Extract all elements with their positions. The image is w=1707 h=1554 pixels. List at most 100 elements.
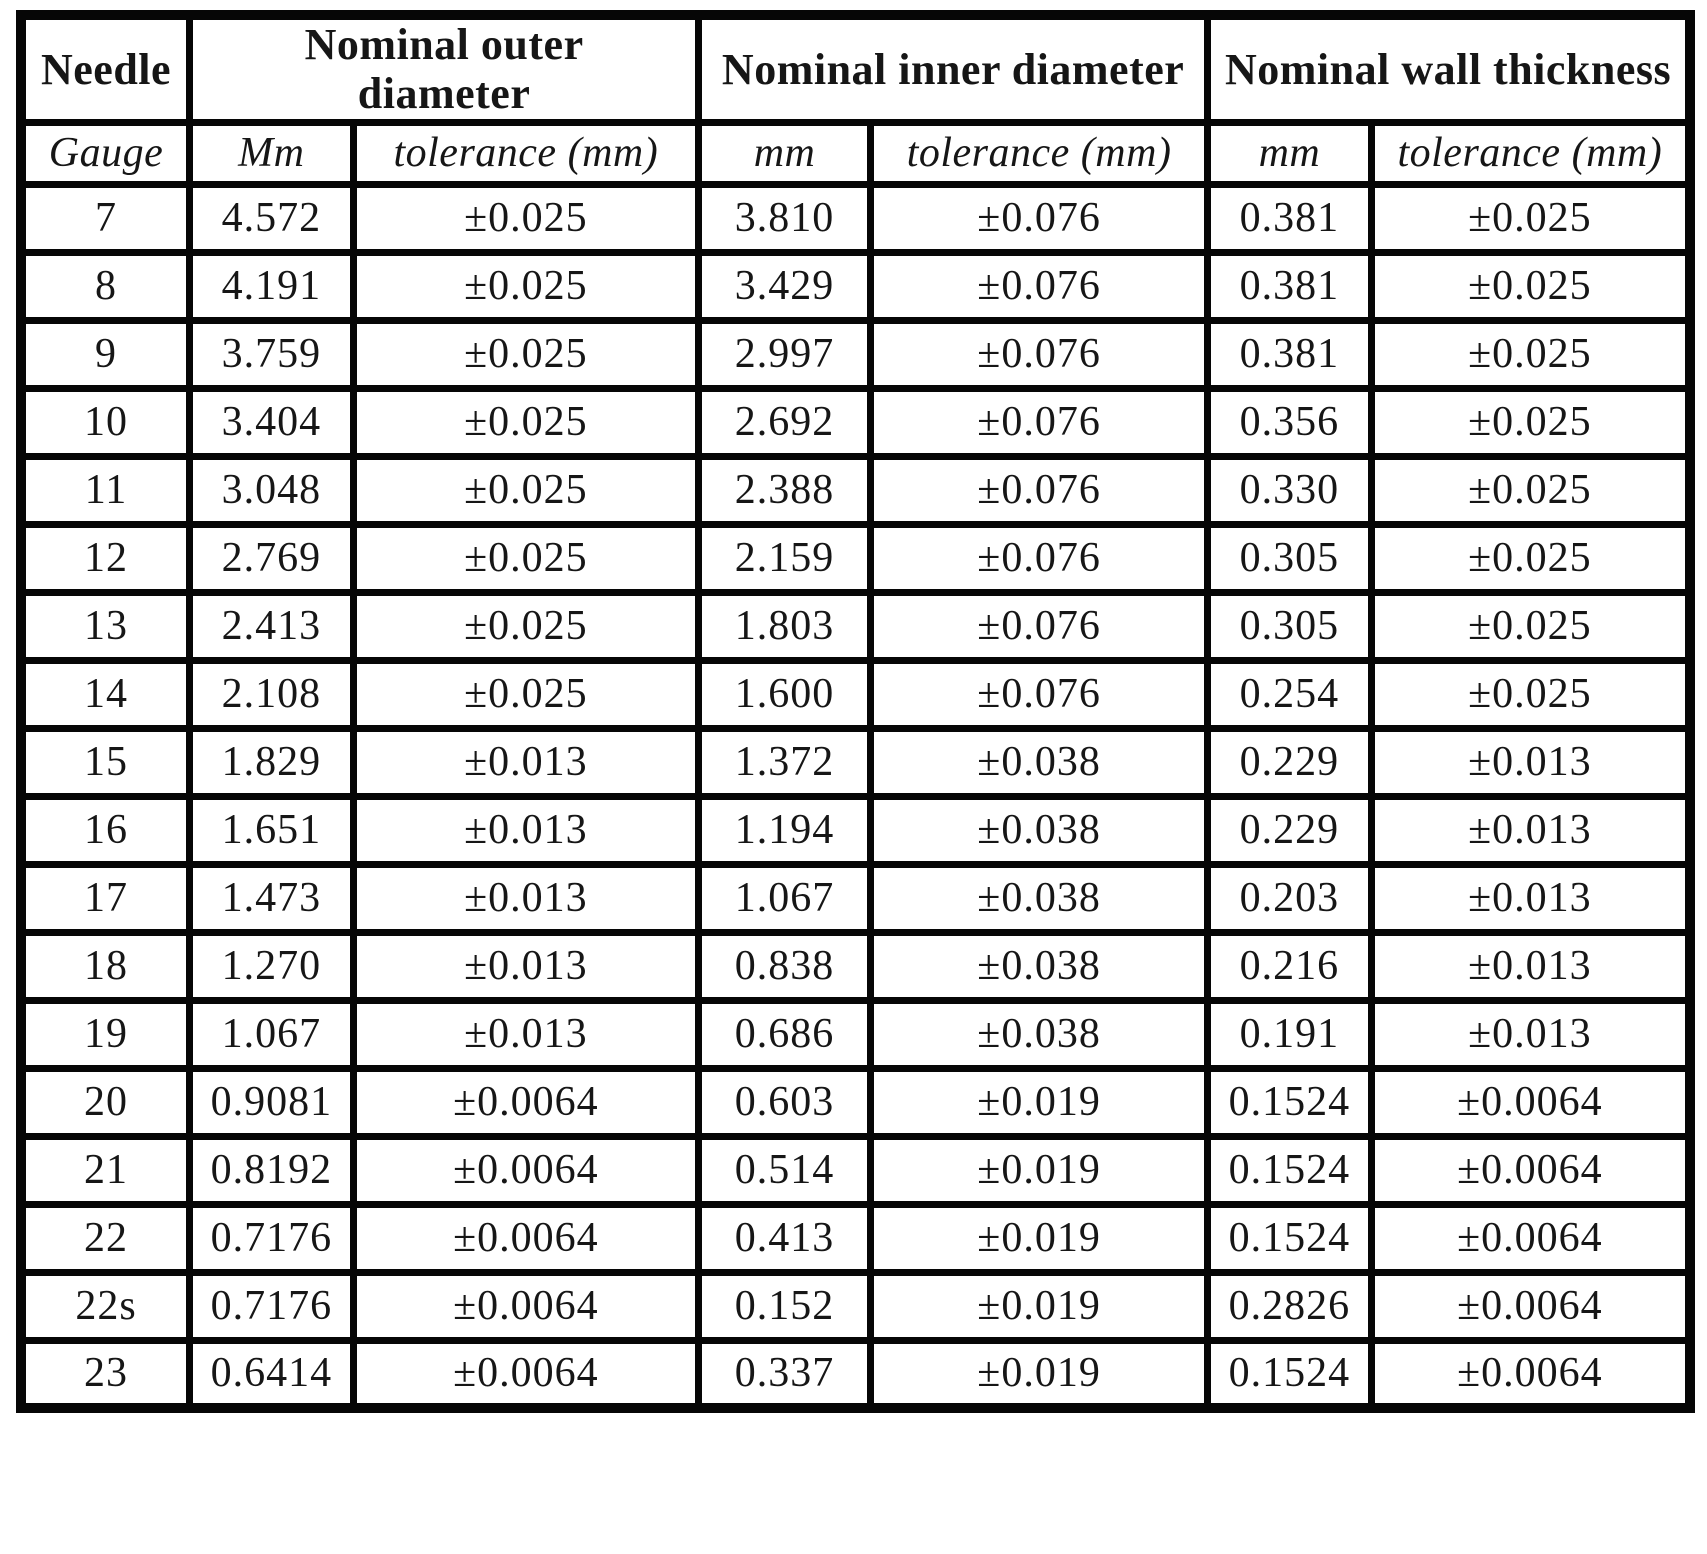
cell-inner_tolerance: ±0.019 bbox=[866, 1200, 1212, 1276]
subheader-gauge: Gauge bbox=[17, 118, 194, 188]
cell-wall_tolerance: ±0.0064 bbox=[1367, 1132, 1694, 1208]
table-row: 22s 0.7176 ±0.0064 0.152 ±0.019 0.2826 ±0.0064 bbox=[17, 1268, 1694, 1344]
cell-inner_tolerance: ±0.076 bbox=[866, 520, 1212, 596]
cell-outer_tolerance: ±0.0064 bbox=[349, 1268, 703, 1344]
table-row: 7 4.572 ±0.025 3.810 ±0.076 0.381 ±0.025 bbox=[17, 180, 1694, 256]
cell-gauge: 13 bbox=[17, 588, 194, 664]
cell-wall_tolerance: ±0.0064 bbox=[1367, 1268, 1694, 1344]
header-group-row: Needle Nominal outer diameter Nominal in… bbox=[17, 11, 1694, 126]
header-needle: Needle bbox=[17, 11, 194, 126]
cell-inner_tolerance: ±0.019 bbox=[866, 1132, 1212, 1208]
cell-outer_tolerance: ±0.013 bbox=[349, 928, 703, 1004]
cell-outer_tolerance: ±0.025 bbox=[349, 656, 703, 732]
cell-outer_tolerance: ±0.013 bbox=[349, 996, 703, 1072]
cell-wall_tolerance: ±0.013 bbox=[1367, 792, 1694, 868]
cell-inner_mm: 1.600 bbox=[695, 656, 874, 732]
cell-inner_tolerance: ±0.076 bbox=[866, 452, 1212, 528]
cell-outer_tolerance: ±0.0064 bbox=[349, 1064, 703, 1140]
subheader-outer-mm: Mm bbox=[186, 118, 357, 188]
cell-wall_tolerance: ±0.0064 bbox=[1367, 1064, 1694, 1140]
table-row: 19 1.067 ±0.013 0.686 ±0.038 0.191 ±0.013 bbox=[17, 996, 1694, 1072]
cell-inner_mm: 1.067 bbox=[695, 860, 874, 936]
cell-gauge: 17 bbox=[17, 860, 194, 936]
header-sub-row: Gauge Mm tolerance (mm) mm tolerance (mm… bbox=[17, 118, 1694, 188]
cell-inner_mm: 0.603 bbox=[695, 1064, 874, 1140]
cell-wall_mm: 0.356 bbox=[1204, 384, 1375, 460]
table-row: 13 2.413 ±0.025 1.803 ±0.076 0.305 ±0.025 bbox=[17, 588, 1694, 664]
cell-inner_tolerance: ±0.038 bbox=[866, 928, 1212, 1004]
table-row: 15 1.829 ±0.013 1.372 ±0.038 0.229 ±0.013 bbox=[17, 724, 1694, 800]
cell-outer_mm: 0.7176 bbox=[186, 1268, 357, 1344]
cell-gauge: 8 bbox=[17, 248, 194, 324]
cell-wall_mm: 0.2826 bbox=[1204, 1268, 1375, 1344]
cell-inner_mm: 1.194 bbox=[695, 792, 874, 868]
cell-gauge: 20 bbox=[17, 1064, 194, 1140]
cell-outer_tolerance: ±0.0064 bbox=[349, 1132, 703, 1208]
cell-outer_tolerance: ±0.013 bbox=[349, 792, 703, 868]
cell-gauge: 23 bbox=[17, 1336, 194, 1412]
cell-wall_tolerance: ±0.0064 bbox=[1367, 1200, 1694, 1276]
cell-wall_mm: 0.1524 bbox=[1204, 1336, 1375, 1412]
cell-outer_mm: 2.769 bbox=[186, 520, 357, 596]
cell-inner_tolerance: ±0.038 bbox=[866, 792, 1212, 868]
cell-inner_mm: 2.997 bbox=[695, 316, 874, 392]
cell-gauge: 9 bbox=[17, 316, 194, 392]
cell-outer_tolerance: ±0.025 bbox=[349, 520, 703, 596]
cell-gauge: 14 bbox=[17, 656, 194, 732]
cell-outer_mm: 0.9081 bbox=[186, 1064, 357, 1140]
cell-outer_mm: 1.270 bbox=[186, 928, 357, 1004]
cell-outer_mm: 0.7176 bbox=[186, 1200, 357, 1276]
cell-outer_tolerance: ±0.025 bbox=[349, 316, 703, 392]
cell-wall_mm: 0.216 bbox=[1204, 928, 1375, 1004]
cell-outer_mm: 1.473 bbox=[186, 860, 357, 936]
cell-inner_tolerance: ±0.038 bbox=[866, 860, 1212, 936]
cell-wall_tolerance: ±0.025 bbox=[1367, 520, 1694, 596]
cell-wall_mm: 0.1524 bbox=[1204, 1064, 1375, 1140]
cell-wall_mm: 0.1524 bbox=[1204, 1132, 1375, 1208]
cell-wall_mm: 0.203 bbox=[1204, 860, 1375, 936]
cell-wall_tolerance: ±0.025 bbox=[1367, 656, 1694, 732]
document-page: Needle Nominal outer diameter Nominal in… bbox=[16, 10, 1695, 1414]
cell-inner_tolerance: ±0.076 bbox=[866, 248, 1212, 324]
table-row: 23 0.6414 ±0.0064 0.337 ±0.019 0.1524 ±0.0064 bbox=[17, 1336, 1694, 1412]
table-row: 9 3.759 ±0.025 2.997 ±0.076 0.381 ±0.025 bbox=[17, 316, 1694, 392]
cell-outer_mm: 3.048 bbox=[186, 452, 357, 528]
cell-outer_tolerance: ±0.013 bbox=[349, 724, 703, 800]
cell-outer_mm: 3.759 bbox=[186, 316, 357, 392]
cell-gauge: 12 bbox=[17, 520, 194, 596]
cell-inner_mm: 3.429 bbox=[695, 248, 874, 324]
cell-wall_tolerance: ±0.025 bbox=[1367, 452, 1694, 528]
cell-wall_mm: 0.191 bbox=[1204, 996, 1375, 1072]
cell-wall_tolerance: ±0.025 bbox=[1367, 180, 1694, 256]
cell-wall_mm: 0.305 bbox=[1204, 588, 1375, 664]
cell-gauge: 22s bbox=[17, 1268, 194, 1344]
table-row: 16 1.651 ±0.013 1.194 ±0.038 0.229 ±0.013 bbox=[17, 792, 1694, 868]
cell-wall_tolerance: ±0.025 bbox=[1367, 384, 1694, 460]
cell-inner_mm: 0.686 bbox=[695, 996, 874, 1072]
table-row: 22 0.7176 ±0.0064 0.413 ±0.019 0.1524 ±0.0064 bbox=[17, 1200, 1694, 1276]
cell-outer_tolerance: ±0.025 bbox=[349, 180, 703, 256]
cell-gauge: 16 bbox=[17, 792, 194, 868]
cell-inner_tolerance: ±0.076 bbox=[866, 384, 1212, 460]
needle-gauge-spec-table: Needle Nominal outer diameter Nominal in… bbox=[16, 10, 1695, 1414]
cell-inner_mm: 0.838 bbox=[695, 928, 874, 1004]
cell-inner_mm: 2.159 bbox=[695, 520, 874, 596]
subheader-wall-mm: mm bbox=[1204, 118, 1375, 188]
cell-inner_tolerance: ±0.076 bbox=[866, 588, 1212, 664]
cell-wall_mm: 0.229 bbox=[1204, 792, 1375, 868]
subheader-outer-tolerance: tolerance (mm) bbox=[349, 118, 703, 188]
cell-outer_mm: 1.651 bbox=[186, 792, 357, 868]
cell-outer_mm: 2.413 bbox=[186, 588, 357, 664]
cell-inner_tolerance: ±0.076 bbox=[866, 316, 1212, 392]
cell-outer_tolerance: ±0.0064 bbox=[349, 1336, 703, 1412]
cell-outer_mm: 4.191 bbox=[186, 248, 357, 324]
cell-wall_mm: 0.305 bbox=[1204, 520, 1375, 596]
table-row: 12 2.769 ±0.025 2.159 ±0.076 0.305 ±0.025 bbox=[17, 520, 1694, 596]
subheader-wall-tolerance: tolerance (mm) bbox=[1367, 118, 1694, 188]
cell-inner_mm: 0.337 bbox=[695, 1336, 874, 1412]
cell-inner_tolerance: ±0.019 bbox=[866, 1268, 1212, 1344]
cell-wall_mm: 0.381 bbox=[1204, 180, 1375, 256]
cell-outer_mm: 4.572 bbox=[186, 180, 357, 256]
header-outer-diameter: Nominal outer diameter bbox=[186, 11, 703, 126]
cell-inner_mm: 3.810 bbox=[695, 180, 874, 256]
